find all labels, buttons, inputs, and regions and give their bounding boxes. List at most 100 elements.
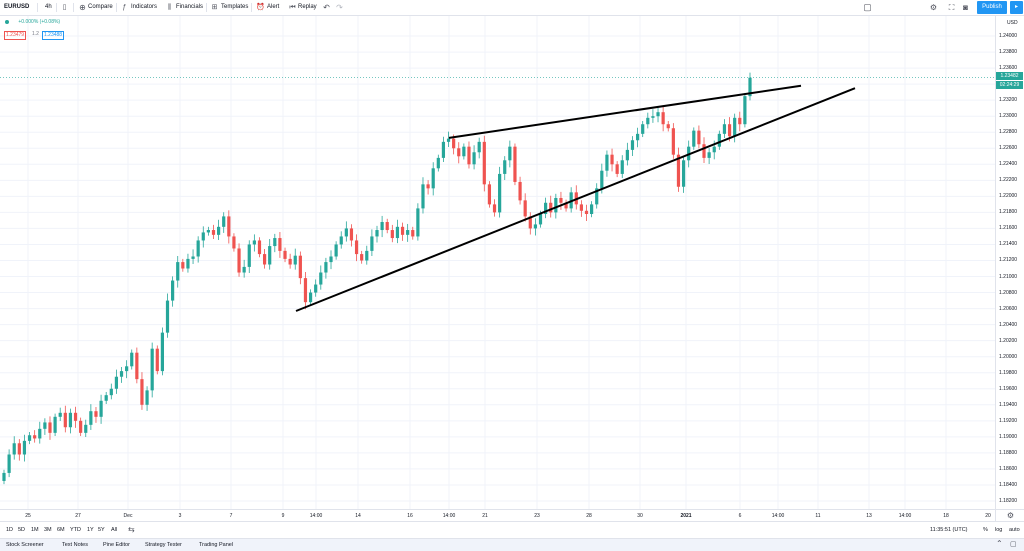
candle-body	[308, 292, 313, 303]
tab-text-notes[interactable]: Text Notes	[62, 542, 88, 548]
time-tick-label: 9	[281, 513, 285, 519]
ask-chip[interactable]: 1.23488	[42, 31, 65, 40]
support-trendline	[295, 87, 856, 312]
range-1y[interactable]: 1Y	[87, 527, 94, 533]
price-tick-label: 1.18400	[999, 481, 1018, 488]
price-tick-label: 1.20400	[999, 321, 1018, 328]
replay-icon[interactable]: ⏮	[289, 4, 296, 11]
candle-body	[17, 443, 21, 455]
bottom-panel-bar: Stock Screener Text Notes Pine Editor St…	[0, 538, 1024, 551]
time-tick-label: 25	[25, 513, 31, 519]
candle-body	[53, 416, 57, 433]
range-5d[interactable]: 5D	[18, 527, 26, 533]
percent-toggle[interactable]: %	[983, 527, 988, 533]
candle-style-icon[interactable]: ▯	[62, 4, 67, 11]
candle-body	[176, 262, 180, 281]
price-chart[interactable]	[0, 16, 995, 509]
camera-icon[interactable]: ◙	[963, 3, 968, 12]
fullscreen-icon[interactable]: ⛶	[948, 3, 955, 12]
log-toggle[interactable]: log	[995, 527, 1003, 533]
candle-body	[390, 230, 394, 239]
candle-body	[727, 124, 732, 137]
time-tick-label: 14:00	[442, 513, 456, 519]
templates-button[interactable]: Templates	[221, 4, 249, 10]
settings-gear-icon[interactable]: ⚙	[929, 3, 938, 12]
financials-icon[interactable]: ⫼	[167, 4, 172, 11]
publish-button[interactable]: Publish	[977, 1, 1007, 14]
compare-plus-icon[interactable]: ⊕	[79, 3, 86, 12]
candle-body	[380, 222, 384, 231]
compare-button[interactable]: Compare	[88, 4, 113, 10]
interval-button[interactable]: 4h	[45, 4, 52, 10]
maximize-panel-icon[interactable]: ▢	[1010, 541, 1017, 548]
collapse-panel-icon[interactable]: ⌃	[996, 539, 1003, 548]
candle-body	[446, 138, 451, 142]
indicators-button[interactable]: Indicators	[131, 4, 158, 10]
range-3m[interactable]: 3M	[44, 527, 52, 533]
divider	[37, 3, 38, 12]
candle-body	[457, 148, 461, 157]
candle-body	[130, 352, 134, 367]
templates-icon[interactable]: ⊞	[211, 4, 218, 11]
bid-chip[interactable]: 1.23479	[4, 31, 27, 40]
time-tick-label: 11	[815, 513, 821, 519]
undo-icon[interactable]: ↶	[323, 3, 330, 12]
candle-body	[467, 146, 471, 165]
candle-body	[426, 184, 430, 189]
symbol-search-button[interactable]: EURUSD	[4, 4, 30, 10]
candle-body	[411, 230, 415, 237]
candle-body	[477, 141, 481, 153]
range-ytd[interactable]: YTD	[70, 527, 81, 533]
range-6m[interactable]: 6M	[57, 527, 65, 533]
candle-body	[508, 146, 512, 161]
price-tick-label: 1.24000	[999, 33, 1018, 40]
candle-body	[84, 424, 88, 433]
layout-icon[interactable]: ▢	[863, 2, 872, 12]
tab-stock-screener[interactable]: Stock Screener	[6, 542, 44, 548]
alert-clock-icon[interactable]: ⏰	[256, 4, 265, 11]
range-1d[interactable]: 1D	[6, 527, 14, 533]
range-5y[interactable]: 5Y	[98, 527, 105, 533]
candle-body	[385, 222, 389, 231]
candle-body	[472, 152, 476, 165]
redo-icon[interactable]: ↷	[336, 3, 343, 12]
candle-body	[452, 138, 456, 149]
candle-body	[94, 411, 98, 417]
candle-body	[462, 146, 466, 157]
price-tick-label: 1.23200	[999, 97, 1018, 104]
time-tick-label: 23	[534, 513, 540, 519]
candle-body	[38, 428, 42, 439]
candle-body	[498, 173, 502, 213]
candle-body	[319, 272, 323, 285]
range-1m[interactable]: 1M	[31, 527, 39, 533]
financials-button[interactable]: Financials	[176, 4, 204, 10]
range-all[interactable]: All	[111, 527, 118, 533]
candle-body	[114, 376, 119, 389]
candle-body	[293, 255, 297, 265]
legend-change: +0.000% (+0.08%)	[18, 19, 61, 25]
auto-toggle[interactable]: auto	[1009, 527, 1020, 533]
date-range-calendar-icon[interactable]: ⇆	[128, 525, 135, 534]
candle-body	[155, 348, 159, 372]
candle-body	[165, 300, 170, 333]
tab-strategy-tester[interactable]: Strategy Tester	[145, 542, 182, 548]
candle-body	[605, 154, 609, 171]
candle-body	[702, 144, 706, 158]
indicators-icon[interactable]: ƒ	[122, 4, 127, 11]
chevron-right-icon[interactable]: ▸	[1010, 1, 1023, 14]
tab-pine-editor[interactable]: Pine Editor	[103, 542, 130, 548]
candle-body	[544, 202, 548, 215]
clock-timezone[interactable]: 11:35:51 (UTC)	[930, 527, 968, 533]
replay-button[interactable]: Replay	[298, 4, 317, 10]
currency-label: USD	[1007, 20, 1018, 26]
candle-body	[395, 226, 400, 239]
candle-body	[63, 412, 67, 428]
price-tick-label: 1.23000	[999, 113, 1018, 120]
tab-trading-panel[interactable]: Trading Panel	[199, 542, 234, 548]
price-axis[interactable]: USD 1.240001.238001.236001.234001.232001…	[995, 16, 1024, 509]
time-axis[interactable]: 25 27 Dec 3 7 9 14:00 14 16 14:00 21 23 28 30 2021 6 14:…	[0, 509, 995, 522]
alert-button[interactable]: Alert	[267, 4, 280, 10]
axis-settings-gear-icon[interactable]: ⚙	[995, 509, 1024, 522]
time-tick-label: 7	[229, 513, 233, 519]
price-tick-label: 1.19600	[999, 385, 1018, 392]
